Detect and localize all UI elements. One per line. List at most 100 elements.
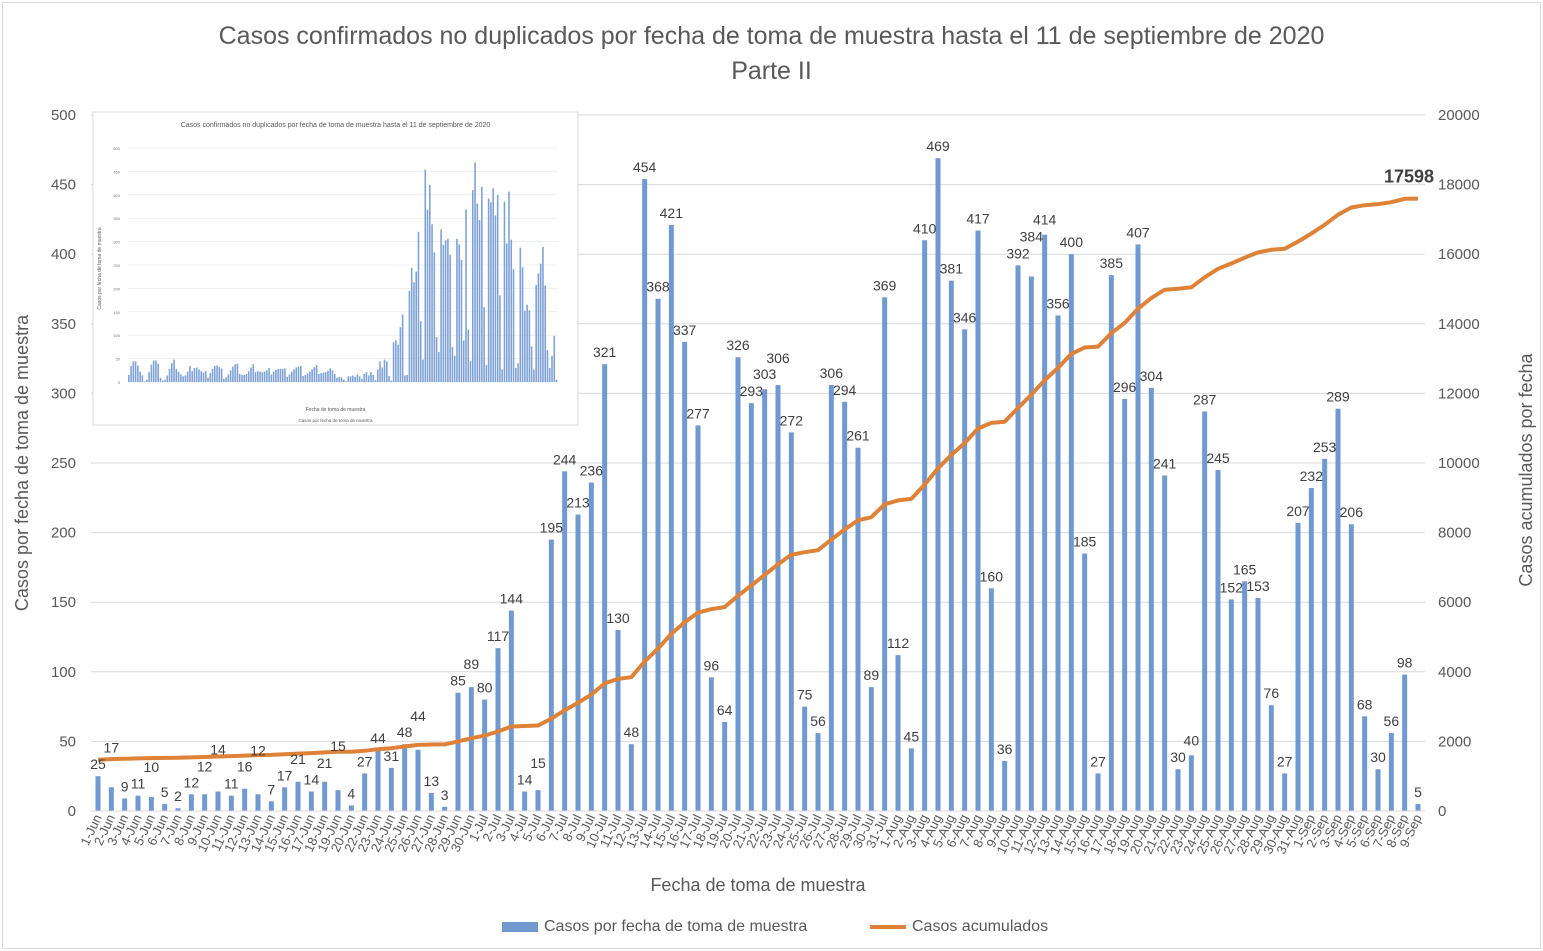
inset-bar	[263, 371, 266, 382]
bar-data-label: 14	[304, 772, 320, 788]
bar	[1388, 733, 1394, 811]
inset-bar	[159, 377, 162, 382]
inset-bar	[229, 370, 232, 382]
inset-bar	[539, 263, 542, 382]
inset-bar	[175, 368, 178, 382]
inset-bar	[383, 359, 386, 382]
inset-bar	[200, 371, 203, 382]
bar	[1282, 773, 1288, 811]
inset-bar	[336, 377, 338, 382]
inset-tick-label: 300	[113, 240, 120, 245]
bar	[255, 794, 261, 811]
bar-data-label: 10	[144, 759, 160, 775]
bar-data-label: 14	[210, 742, 226, 758]
inset-bar	[546, 350, 549, 382]
bar-data-label: 80	[477, 680, 493, 696]
inset-bar	[530, 346, 533, 382]
inset-bar	[150, 364, 153, 382]
bar-data-label: 56	[810, 713, 826, 729]
inset-bar	[245, 374, 248, 382]
bar	[735, 357, 741, 811]
bar-data-label: 68	[1357, 696, 1373, 712]
bar-data-label: 207	[1286, 503, 1310, 519]
inset-bar	[406, 374, 408, 382]
y2-tick-label: 4000	[1438, 664, 1471, 681]
bar-data-label: 75	[797, 687, 813, 703]
y2-tick-label: 0	[1438, 803, 1446, 820]
bar	[402, 744, 408, 811]
inset-bar	[130, 366, 132, 382]
cumulative-line	[97, 196, 1419, 762]
inset-bar	[218, 367, 221, 382]
bar-data-label: 14	[517, 772, 533, 788]
bar	[135, 795, 141, 811]
bar-data-label: 7	[267, 781, 275, 797]
legend-label-bars: Casos por fecha de toma de muestra	[544, 918, 808, 935]
inset-bar	[413, 282, 415, 382]
bar	[1242, 581, 1248, 811]
legend-swatch-line	[870, 925, 906, 929]
inset-bar	[524, 310, 526, 382]
inset-tick-label: 150	[113, 310, 120, 315]
legend-label-line: Casos acumulados	[912, 918, 1049, 935]
bar	[762, 389, 768, 811]
bar-data-label: 12	[184, 774, 200, 790]
y2-tick-label: 20000	[1438, 107, 1480, 124]
inset-bar	[404, 375, 406, 382]
inset-bar	[388, 375, 390, 382]
inset-bar	[469, 360, 472, 382]
bar-data-label: 381	[940, 261, 964, 277]
inset-bar	[551, 355, 553, 382]
bar-data-label: 417	[966, 211, 990, 227]
bar-data-label: 12	[250, 742, 266, 758]
bar-data-label: 85	[450, 673, 466, 689]
bar	[588, 482, 594, 811]
inset-tick-label: 200	[113, 286, 120, 291]
bar	[722, 721, 728, 811]
bar-data-label: 13	[424, 773, 440, 789]
bar	[202, 794, 208, 811]
inset-bar	[505, 243, 508, 382]
inset-bar	[164, 379, 166, 382]
bar	[522, 791, 528, 811]
inset-bar	[508, 191, 510, 382]
bar-data-label: 48	[397, 724, 413, 740]
inset-bar	[243, 374, 246, 382]
bar-data-label: 306	[820, 365, 844, 381]
inset-bar	[313, 367, 316, 382]
inset-bar	[517, 363, 519, 382]
bar-data-label: 368	[646, 279, 670, 295]
inset-bar	[472, 190, 474, 382]
y-tick-label: 400	[51, 246, 76, 263]
inset-bar	[345, 381, 347, 382]
bar-data-label: 296	[1113, 379, 1137, 395]
inset-bar	[526, 304, 528, 382]
bar-data-label: 213	[566, 495, 590, 511]
bar-data-label: 321	[593, 344, 617, 360]
inset-bar	[182, 376, 184, 382]
inset-bar	[238, 374, 241, 382]
bar-data-label: 384	[1020, 228, 1044, 244]
bar-data-label: 152	[1220, 579, 1244, 595]
bar	[562, 471, 568, 811]
inset-bar	[327, 370, 329, 382]
inset-bar	[168, 368, 171, 382]
inset-tick-label: 0	[118, 380, 121, 385]
inset-bar	[137, 365, 139, 382]
inset-bar	[268, 367, 270, 382]
bar-data-label: 117	[487, 628, 510, 644]
inset-bar	[401, 314, 404, 382]
bar	[815, 733, 821, 811]
bar-data-label: 21	[290, 751, 306, 767]
bar-data-label: 304	[1140, 368, 1164, 384]
bar-data-label: 30	[1170, 749, 1186, 765]
bar-data-label: 261	[846, 428, 870, 444]
bar	[668, 224, 674, 811]
inset-bar	[356, 374, 359, 382]
inset-bar	[247, 371, 250, 382]
bar	[362, 773, 368, 811]
bar-data-label: 27	[1090, 753, 1106, 769]
bar-data-label: 11	[131, 776, 146, 792]
inset-bar	[331, 370, 334, 382]
